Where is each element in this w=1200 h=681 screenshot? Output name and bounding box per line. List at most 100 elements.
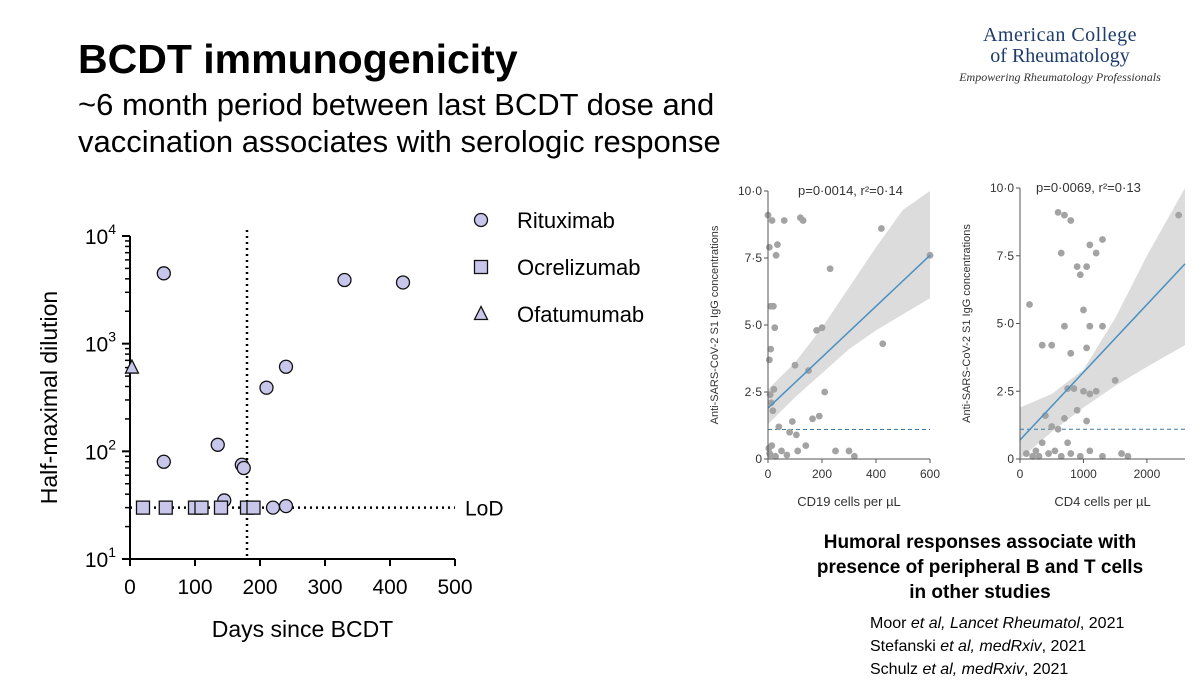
data-point-circle xyxy=(194,500,209,515)
y-tick-label: 103 xyxy=(85,329,116,357)
data-point-circle xyxy=(156,454,171,469)
data-point xyxy=(1092,387,1100,395)
data-point xyxy=(767,302,775,310)
data-point xyxy=(805,367,812,374)
legend-marker-triangle xyxy=(473,305,489,321)
data-point xyxy=(1080,387,1087,395)
panel-y-tick-label: 10·0 xyxy=(990,181,1014,195)
legend-label: Ofatumumab xyxy=(517,302,644,327)
data-point xyxy=(1035,452,1043,460)
panel-y-axis-label: Anti-SARS-CoV-2 S1 IgG concentrations xyxy=(961,224,973,423)
subtitle-line-1: ~6 month period between last BCDT dose a… xyxy=(78,87,715,122)
data-point xyxy=(802,442,810,449)
data-point-circle xyxy=(265,500,281,515)
data-point xyxy=(1026,301,1033,308)
data-point xyxy=(770,385,778,393)
data-point xyxy=(772,452,779,460)
panel-x-tick-label: 2000 xyxy=(1134,467,1161,481)
panel-y-tick-label: 0 xyxy=(1007,452,1014,466)
data-point xyxy=(1086,390,1094,398)
panel-y-tick-label: 5·0 xyxy=(997,317,1015,331)
data-point xyxy=(826,265,834,273)
logo-tagline: Empowering Rheumatology Professionals xyxy=(959,70,1161,84)
data-point-circle xyxy=(337,272,352,288)
data-point xyxy=(768,442,776,449)
data-point xyxy=(1045,450,1052,457)
data-point xyxy=(926,251,934,259)
data-point xyxy=(1041,412,1049,420)
data-point-circle xyxy=(217,493,232,508)
data-point xyxy=(1086,241,1094,249)
slide-title: BCDT immunogenicity xyxy=(78,36,518,82)
x-tick-label: 500 xyxy=(437,576,472,599)
caption: Humoral responses associate with presenc… xyxy=(770,530,1190,605)
data-point xyxy=(818,324,826,332)
reference-2: Stefanski et al, medRxiv, 2021 xyxy=(870,638,1087,655)
logo-line-2: of Rheumatology xyxy=(990,45,1130,67)
panel-x-tick-label: 600 xyxy=(920,467,940,481)
data-point xyxy=(1064,439,1071,447)
data-point-circle xyxy=(210,437,225,452)
data-point xyxy=(1111,377,1119,384)
data-point xyxy=(1124,452,1132,460)
data-point xyxy=(786,428,793,436)
data-point xyxy=(1175,211,1183,219)
data-point xyxy=(1073,263,1081,270)
data-point xyxy=(771,324,779,332)
data-point xyxy=(1099,322,1106,330)
data-point xyxy=(815,412,823,420)
reference-1: Moor et al, Lancet Rheumatol, 2021 xyxy=(870,615,1125,632)
panel-x-tick-label: 0 xyxy=(765,467,772,481)
data-point xyxy=(1099,236,1106,243)
panel-y-tick-label: 10·0 xyxy=(738,184,762,198)
x-tick-label: 400 xyxy=(372,576,407,599)
x-tick-label: 300 xyxy=(307,576,342,599)
data-point xyxy=(809,415,816,423)
data-point xyxy=(1073,406,1081,414)
data-point xyxy=(765,444,773,452)
data-point-circle xyxy=(156,266,171,281)
data-point xyxy=(832,447,839,455)
data-point-square xyxy=(246,500,261,515)
data-point-square xyxy=(239,500,255,515)
caption-line-1: Humoral responses associate with xyxy=(823,532,1137,553)
data-point xyxy=(1061,414,1068,422)
references: Moor et al, Lancet Rheumatol, 2021 Stefa… xyxy=(870,612,1124,681)
data-point xyxy=(764,211,772,219)
panel-x-tick-label: 0 xyxy=(1017,467,1024,481)
legend-marker-circle xyxy=(473,212,489,228)
y-tick-label: 104 xyxy=(85,221,116,249)
panel-y-axis-label: Anti-SARS-CoV-2 S1 IgG concentrations xyxy=(709,225,721,424)
data-point xyxy=(765,243,773,251)
data-point xyxy=(1118,450,1125,457)
data-point xyxy=(792,431,800,439)
data-point xyxy=(1080,306,1087,314)
panel-y-tick-label: 7·5 xyxy=(997,249,1015,263)
data-point xyxy=(1057,452,1065,460)
reference-3: Schulz et al, medRxiv, 2021 xyxy=(870,661,1069,678)
data-point xyxy=(851,452,858,460)
data-point xyxy=(1051,447,1059,455)
data-point-square xyxy=(213,500,229,515)
data-point xyxy=(1032,447,1040,455)
data-point xyxy=(778,447,785,455)
data-point xyxy=(767,451,774,459)
data-point-square xyxy=(187,500,203,515)
y-axis-label: Half-maximal dilution xyxy=(36,291,62,504)
data-point xyxy=(766,391,774,399)
panel-x-axis-label: CD19 cells per µL xyxy=(797,494,901,509)
panel-annotation: p=0·0069, r²=0·13 xyxy=(1036,180,1141,195)
data-point xyxy=(1061,322,1068,330)
data-point xyxy=(879,340,887,348)
data-point xyxy=(813,326,820,334)
data-point xyxy=(1076,271,1084,279)
data-point-square xyxy=(135,500,151,515)
panel-x-tick-label: 200 xyxy=(812,467,832,481)
confidence-band xyxy=(768,191,930,425)
data-point xyxy=(794,447,802,455)
data-point xyxy=(767,399,775,407)
data-point xyxy=(765,356,773,364)
data-point xyxy=(1070,385,1078,392)
data-point xyxy=(1048,423,1056,430)
data-point xyxy=(1022,450,1030,457)
